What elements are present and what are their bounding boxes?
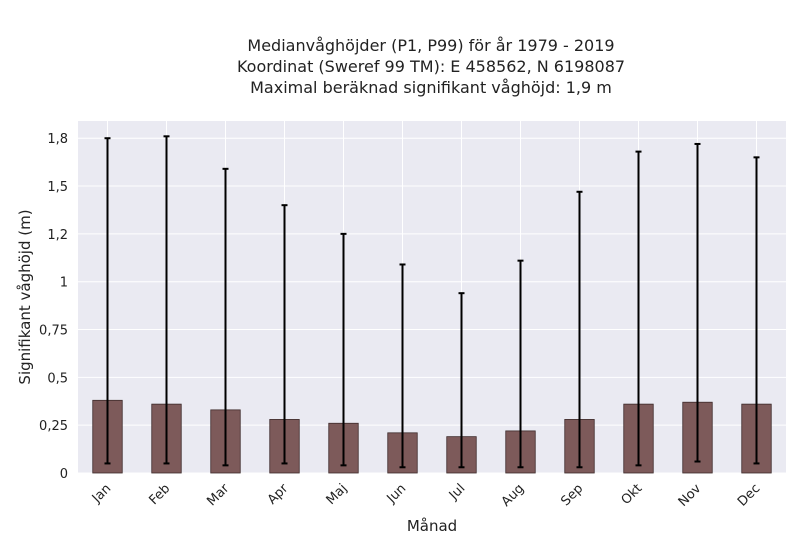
error-bar-sep [576, 190, 583, 469]
y-tick-label: 0,75 [39, 324, 68, 339]
y-tick-label: 0 [60, 467, 68, 482]
error-bar-jan [104, 137, 111, 465]
title-line-2: Koordinat (Sweref 99 TM): E 458562, N 61… [237, 57, 625, 76]
x-tick-label: Nov [676, 481, 705, 510]
x-tick-label: Aug [499, 481, 528, 510]
x-tick-label: Jul [446, 481, 468, 503]
error-bar-mar [222, 167, 229, 467]
x-tick-label: Feb [146, 481, 173, 508]
y-tick-label: 1,5 [47, 180, 68, 195]
error-bar-nov [694, 142, 701, 463]
x-tick-label: Mar [204, 481, 232, 509]
error-bar-okt [635, 150, 642, 467]
error-bar-dec [753, 156, 760, 465]
plot-background [78, 121, 786, 473]
x-tick-label: Jan [89, 481, 114, 506]
y-axis-ticks: 0 0,25 0,5 0,75 1 1,2 1,5 1,8 [39, 132, 68, 482]
x-tick-label: Apr [265, 481, 292, 508]
x-tick-label: Jun [384, 481, 410, 507]
chart-title: Medianvåghöjder (P1, P99) för år 1979 - … [237, 36, 625, 97]
title-line-1: Medianvåghöjder (P1, P99) för år 1979 - … [247, 36, 614, 55]
error-bar-jun [399, 263, 406, 469]
error-bar-jul [458, 292, 465, 469]
x-axis-ticks: Jan Feb Mar Apr Maj Jun Jul Aug Sep Okt Nov Dec [89, 481, 763, 510]
y-tick-label: 1,2 [47, 228, 68, 243]
y-tick-label: 1,8 [47, 132, 68, 147]
error-bars [104, 135, 760, 469]
x-tick-label: Sep [558, 481, 586, 509]
title-line-3: Maximal beräknad signifikant våghöjd: 1,… [250, 78, 612, 97]
error-bar-apr [281, 204, 288, 465]
y-axis-label: Signifikant våghöjd (m) [16, 209, 34, 384]
x-axis-label: Månad [407, 517, 457, 535]
error-bar-maj [340, 232, 347, 467]
y-tick-label: 0,5 [47, 371, 68, 386]
x-tick-label: Maj [324, 481, 351, 508]
y-tick-label: 1 [60, 276, 68, 291]
error-bar-feb [163, 135, 170, 465]
x-tick-label: Okt [619, 481, 646, 508]
y-tick-label: 0,25 [39, 419, 68, 434]
error-bar-aug [517, 259, 524, 469]
x-tick-label: Dec [735, 481, 763, 509]
